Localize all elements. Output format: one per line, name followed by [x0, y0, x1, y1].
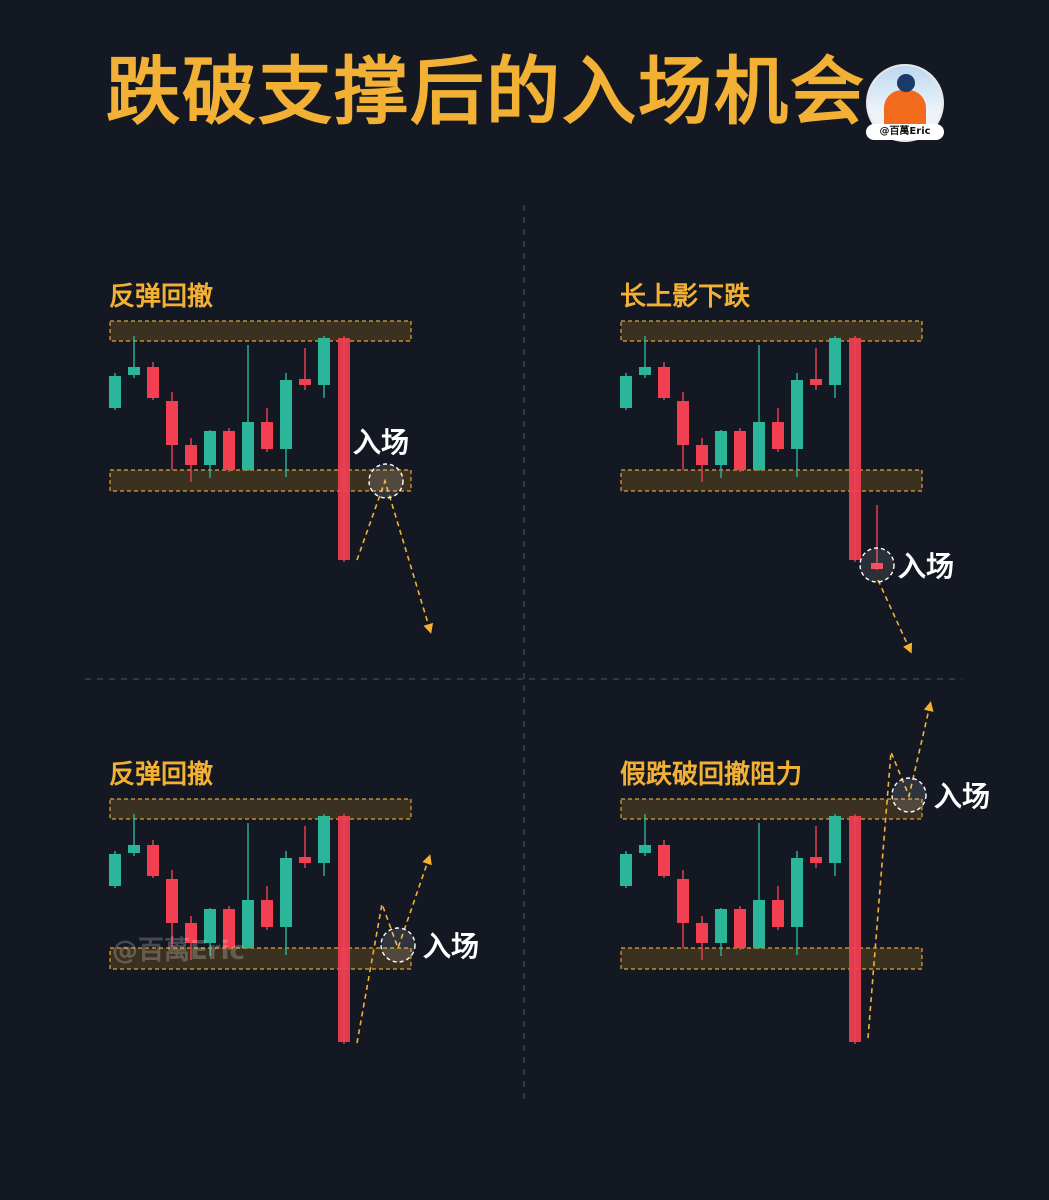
candle-body-5: [185, 923, 197, 943]
candle-body-1: [620, 854, 632, 886]
candle-body-10: [791, 858, 803, 927]
candle-body-10: [280, 380, 292, 449]
price-path-arrow: [877, 579, 913, 654]
wick-candle-body: [871, 563, 883, 569]
entry-marker: [891, 777, 927, 813]
panel-title: 反弹回撤: [109, 759, 213, 790]
resistance-zone: [109, 798, 412, 820]
candle-body-6: [715, 431, 727, 465]
panel-title: 长上影下跌: [620, 282, 750, 312]
entry-marker: [368, 463, 404, 499]
candle-body-6: [204, 431, 216, 465]
page-title: 跌破支撑后的入场机会: [106, 49, 866, 135]
candle-body-5: [696, 445, 708, 465]
candle-body-7: [734, 431, 746, 470]
candle-body-4: [677, 879, 689, 923]
candle-body-4: [677, 401, 689, 445]
candle-body-7: [734, 909, 746, 948]
author-badge: @百萬Eric: [866, 124, 944, 140]
support-zone: [620, 947, 923, 970]
candle-body-3: [147, 367, 159, 398]
candle-body-11: [299, 857, 311, 863]
candle-body-12: [829, 338, 841, 385]
candle-body-7: [223, 909, 235, 948]
candle-body-10: [280, 858, 292, 927]
candle-body-2: [639, 845, 651, 853]
candle-body-11: [810, 857, 822, 863]
entry-label: 入场: [898, 550, 954, 583]
candle-body-1: [109, 854, 121, 886]
resistance-zone: [620, 320, 923, 342]
candle-body-5: [696, 923, 708, 943]
candle-body-9: [261, 900, 273, 927]
candle-body-10: [791, 380, 803, 449]
candle-body-1: [109, 376, 121, 408]
candle-body-9: [261, 422, 273, 449]
resistance-zone: [109, 320, 412, 342]
entry-marker: [380, 927, 416, 963]
panel-title: 反弹回撤: [109, 281, 213, 312]
resistance-zone: [620, 798, 923, 820]
support-zone: [109, 947, 412, 970]
candle-body-6: [204, 909, 216, 943]
candle-body-3: [658, 367, 670, 398]
candle-body-6: [715, 909, 727, 943]
breakdown-candle-body: [849, 338, 861, 560]
support-zone: [109, 469, 412, 492]
candle-body-11: [810, 379, 822, 385]
candle-body-8: [242, 422, 254, 470]
breakdown-candle-body: [338, 816, 350, 1042]
candle-body-2: [128, 367, 140, 375]
candle-body-9: [772, 422, 784, 449]
candle-body-12: [318, 816, 330, 863]
entry-label: 入场: [934, 780, 990, 813]
candle-body-11: [299, 379, 311, 385]
candle-body-8: [753, 422, 765, 470]
candle-body-2: [639, 367, 651, 375]
candle-body-5: [185, 445, 197, 465]
candle-body-12: [829, 816, 841, 863]
candle-body-4: [166, 879, 178, 923]
entry-marker: [859, 547, 895, 583]
entry-label: 入场: [423, 930, 479, 963]
price-path-arrow: [356, 854, 432, 1044]
candle-body-3: [658, 845, 670, 876]
price-path-arrow: [867, 701, 934, 1039]
entry-label: 入场: [353, 426, 409, 459]
watermark: @百萬Eric: [112, 936, 245, 966]
breakdown-candle-body: [338, 338, 350, 560]
panel-title: 假跌破回撤阻力: [620, 759, 802, 790]
candle-body-4: [166, 401, 178, 445]
candle-body-1: [620, 376, 632, 408]
candle-body-12: [318, 338, 330, 385]
price-path-arrow: [356, 478, 434, 634]
author-avatar: @百萬Eric: [866, 64, 944, 142]
candle-body-8: [242, 900, 254, 948]
candle-body-9: [772, 900, 784, 927]
support-zone: [620, 469, 923, 492]
candle-body-7: [223, 431, 235, 470]
candle-body-8: [753, 900, 765, 948]
breakdown-candle-body: [849, 816, 861, 1042]
candle-body-3: [147, 845, 159, 876]
candle-body-2: [128, 845, 140, 853]
